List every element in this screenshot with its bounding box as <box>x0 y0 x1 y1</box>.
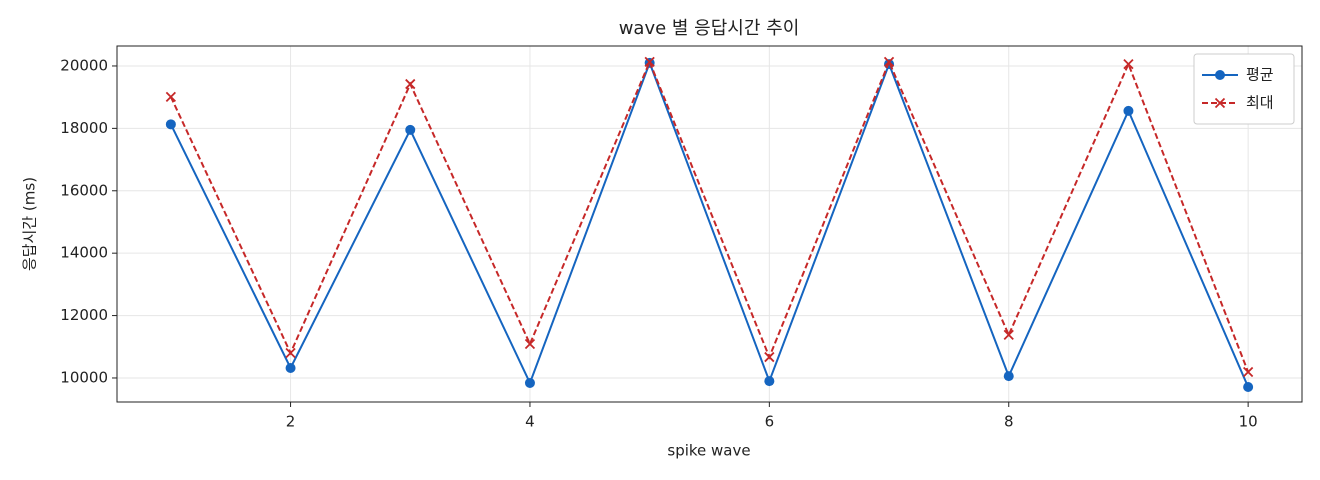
point <box>1123 58 1134 70</box>
legend-label: 최대 <box>1246 94 1274 112</box>
x-axis-label: spike wave <box>667 442 750 460</box>
point <box>165 119 176 130</box>
legend-label: 평균 <box>1246 66 1274 84</box>
y-axis-label: 응답시간 (ms) <box>21 177 39 271</box>
plot-frame <box>116 45 1303 403</box>
y-tick-label: 10000 <box>60 368 108 386</box>
series-line <box>169 59 1250 373</box>
x-tick-label: 2 <box>286 413 296 431</box>
point <box>1123 105 1134 116</box>
point <box>883 56 895 68</box>
y-tick-label: 12000 <box>60 306 108 324</box>
legend-box <box>1193 53 1295 125</box>
point <box>405 124 416 135</box>
legend-marker <box>1214 97 1226 109</box>
point <box>1243 382 1254 393</box>
x-tick-label: 8 <box>1004 413 1014 431</box>
point <box>285 347 296 359</box>
y-tick-label: 18000 <box>60 119 108 137</box>
point <box>764 376 775 387</box>
legend-marker <box>1215 70 1225 80</box>
x-tick-label: 10 <box>1239 413 1258 431</box>
point <box>524 338 536 350</box>
y-tick-label: 16000 <box>60 181 108 199</box>
point <box>285 362 296 373</box>
point <box>1003 371 1014 382</box>
chart-title: wave 별 응답시간 추이 <box>619 18 800 39</box>
point <box>165 91 177 102</box>
point <box>405 78 416 90</box>
point <box>524 377 535 388</box>
series-line <box>169 60 1250 388</box>
point <box>644 56 655 68</box>
x-tick-label: 4 <box>525 413 535 431</box>
y-tick-label: 14000 <box>60 244 108 262</box>
point <box>1003 329 1014 341</box>
y-tick-label: 20000 <box>60 56 108 74</box>
point <box>1243 366 1254 378</box>
x-tick-label: 6 <box>765 413 775 431</box>
point <box>764 351 775 363</box>
